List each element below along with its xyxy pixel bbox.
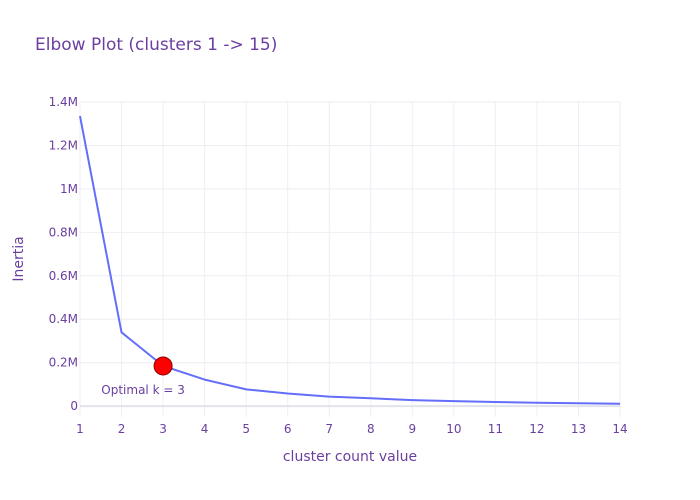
x-tick-label: 8: [367, 422, 375, 436]
y-tick-label: 0.4M: [49, 312, 78, 326]
y-tick-label: 0.2M: [49, 356, 78, 370]
optimal-k-annotation: Optimal k = 3: [101, 383, 185, 397]
x-tick-label: 7: [325, 422, 333, 436]
x-tick-label: 4: [201, 422, 209, 436]
y-tick-label: 0: [70, 399, 78, 413]
x-tick-label: 3: [159, 422, 167, 436]
y-tick-label: 0.6M: [49, 269, 78, 283]
y-tick-label: 1.4M: [49, 95, 78, 109]
marker-layer: [153, 356, 173, 376]
x-tick-label: 10: [446, 422, 461, 436]
x-tick-label: 13: [571, 422, 586, 436]
x-axis-title: cluster count value: [283, 449, 417, 465]
y-tick-label: 0.8M: [49, 225, 78, 239]
grid-layer: [79, 101, 621, 417]
x-tick-label: 2: [118, 422, 126, 436]
y-tick-labels: 0 0.2M 0.4M 0.6M 0.8M 1M 1.2M 1.4M: [49, 95, 78, 413]
optimal-k-marker: [153, 356, 173, 376]
x-tick-label: 1: [76, 422, 84, 436]
x-tick-labels: 1 2 3 4 5 6 7 8 9 10 11 12 13 14: [76, 422, 627, 436]
y-tick-label: 1M: [60, 182, 78, 196]
y-axis-title: Inertia: [11, 236, 27, 281]
x-tick-label: 14: [612, 422, 627, 436]
x-tick-label: 5: [242, 422, 250, 436]
x-tick-label: 9: [408, 422, 416, 436]
x-tick-label: 11: [488, 422, 503, 436]
y-tick-label: 1.2M: [49, 138, 78, 152]
chart-title: Elbow Plot (clusters 1 -> 15): [35, 35, 277, 55]
x-tick-label: 6: [284, 422, 292, 436]
x-tick-label: 12: [529, 422, 544, 436]
